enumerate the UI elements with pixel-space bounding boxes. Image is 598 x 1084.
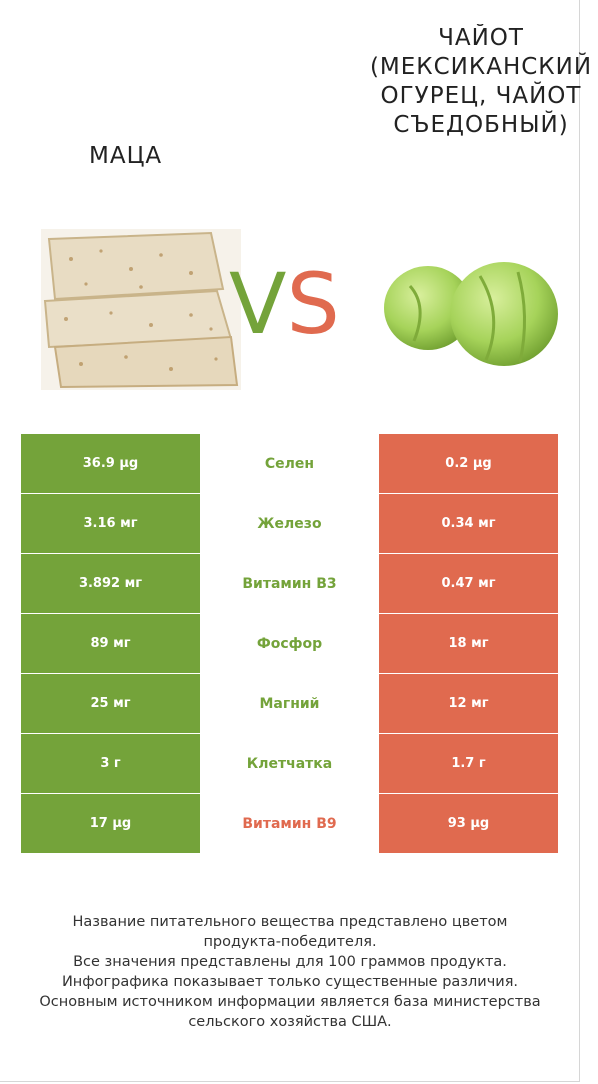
right-value: 1.7 г (379, 734, 558, 793)
nutrient-label: Витамин B9 (200, 794, 379, 853)
vs-s: S (286, 255, 340, 353)
nutrient-label: Магний (200, 674, 379, 733)
nutrient-label: Клетчатка (200, 734, 379, 793)
nutrient-label: Селен (200, 434, 379, 493)
left-value: 3 г (21, 734, 200, 793)
nutrient-label: Фосфор (200, 614, 379, 673)
table-row: 3.892 мг Витамин B3 0.47 мг (21, 554, 558, 614)
table-row: 89 мг Фосфор 18 мг (21, 614, 558, 674)
right-value: 12 мг (379, 674, 558, 733)
right-value: 0.34 мг (379, 494, 558, 553)
nutrient-label: Железо (200, 494, 379, 553)
left-value: 89 мг (21, 614, 200, 673)
left-value: 3.16 мг (21, 494, 200, 553)
footnote-line: продукта-победителя. (203, 934, 377, 950)
footnote-line: Основным источником информации является … (39, 994, 541, 1010)
footnote-line: Инфографика показывает только существенн… (61, 974, 519, 990)
right-value: 0.47 мг (379, 554, 558, 613)
page-frame (0, 0, 580, 1082)
right-value: 18 мг (379, 614, 558, 673)
comparison-table: 36.9 µg Селен 0.2 µg 3.16 мг Железо 0.34… (21, 434, 558, 854)
left-value: 3.892 мг (21, 554, 200, 613)
left-value: 17 µg (21, 794, 200, 853)
matzo-image (41, 229, 241, 390)
left-value: 25 мг (21, 674, 200, 733)
nutrient-label: Витамин B3 (200, 554, 379, 613)
table-row: 3 г Клетчатка 1.7 г (21, 734, 558, 794)
table-row: 36.9 µg Селен 0.2 µg (21, 434, 558, 494)
footnote-line: Все значения представлены для 100 граммо… (73, 954, 507, 970)
right-product-title: ЧАЙОТ (МЕКСИКАНСКИЙ ОГУРЕЦ, ЧАЙОТ СЪЕДОБ… (369, 25, 593, 138)
footnote-line: Название питательного вещества представл… (72, 914, 508, 930)
right-value: 0.2 µg (379, 434, 558, 493)
table-row: 17 µg Витамин B9 93 µg (21, 794, 558, 854)
left-product-title: МАЦА (89, 143, 163, 169)
vs-v: V (229, 255, 287, 353)
chayote-image (380, 256, 560, 371)
footnotes: Название питательного вещества представл… (20, 912, 560, 1032)
vs-label: VS (229, 254, 340, 354)
footnote-line: сельского хозяйства США. (188, 1014, 392, 1030)
table-row: 25 мг Магний 12 мг (21, 674, 558, 734)
left-value: 36.9 µg (21, 434, 200, 493)
right-value: 93 µg (379, 794, 558, 853)
table-row: 3.16 мг Железо 0.34 мг (21, 494, 558, 554)
